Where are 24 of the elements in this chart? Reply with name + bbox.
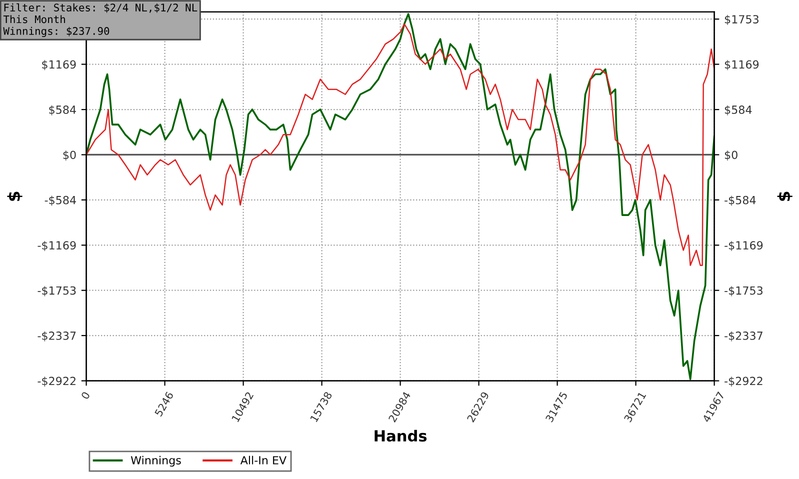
y2-tick-label: -$1753 [724, 286, 762, 296]
legend-label: Winnings [130, 456, 181, 467]
y2-axis-title: $ [777, 192, 792, 201]
y-tick-label: -$2337 [38, 331, 76, 342]
x-axis-title: Hands [374, 430, 427, 442]
y2-tick-label: $1753 [724, 14, 758, 25]
legend-label: All-In EV [240, 456, 286, 464]
y2-tick-label: -$2337 [724, 331, 762, 342]
x-tick-label: 0 [80, 391, 90, 400]
y2-tick-label: -$1169 [724, 240, 763, 252]
y2-tick-label: $0 [724, 150, 738, 161]
y-tick-label: -$1169 [38, 240, 76, 252]
y-axis-title: $ [7, 192, 22, 201]
y-tick-label: -$1753 [38, 286, 76, 296]
y-tick-label: $0 [63, 150, 76, 161]
y-tick-label: $584 [49, 105, 76, 116]
y2-tick-label: -$2922 [724, 376, 762, 387]
y-tick-label: $1169 [42, 60, 76, 70]
y-tick-label: -$2922 [38, 376, 76, 387]
annotation: Filter: Stakes: $2/4 NL,$1/2 NL This Month Winnings: $237.90 [3, 3, 198, 38]
y2-tick-label: -$584 [724, 196, 756, 206]
y-tick-label: -$584 [44, 196, 76, 206]
y2-tick-label: $584 [724, 105, 752, 116]
y2-tick-label: $1169 [724, 60, 759, 70]
